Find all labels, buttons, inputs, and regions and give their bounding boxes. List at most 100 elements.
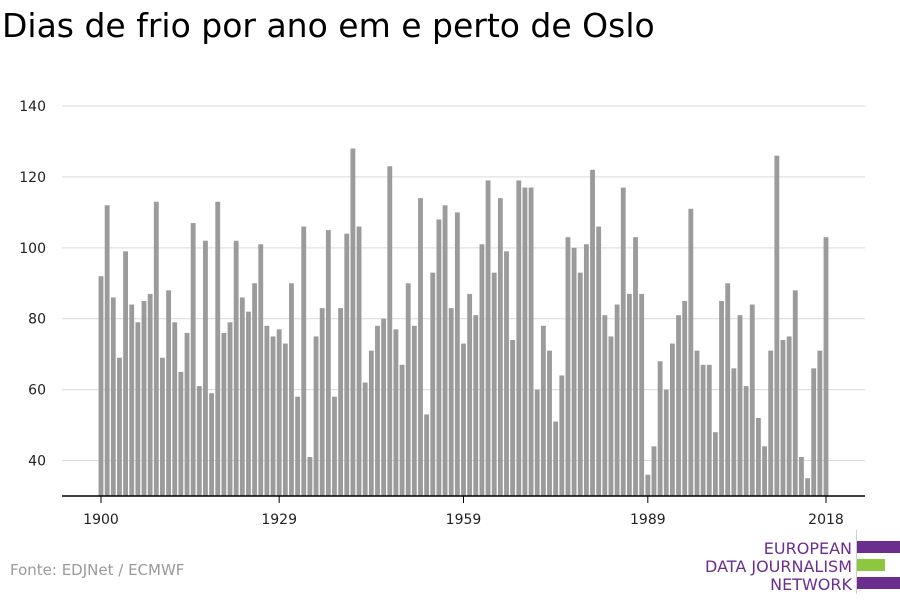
- bar-1957: [448, 308, 454, 496]
- bar-1968: [516, 180, 522, 497]
- bar-1927: [264, 325, 270, 496]
- bar-1962: [479, 244, 485, 496]
- y-tick-label: 140: [19, 99, 46, 115]
- bar-1919: [215, 201, 221, 496]
- y-tick-label: 60: [28, 383, 46, 399]
- bar-2014: [799, 457, 804, 496]
- bar-1993: [669, 343, 675, 496]
- bar-1985: [620, 187, 626, 496]
- bar-1951: [411, 325, 417, 496]
- logo-line-2: DATA JOURNALISM: [705, 557, 852, 576]
- y-tick-label: 80: [28, 312, 46, 328]
- bar-1930: [282, 343, 288, 496]
- bar-1977: [571, 247, 577, 496]
- bar-1931: [289, 283, 294, 496]
- bar-1929: [276, 329, 282, 496]
- logo-bar-purple-top: [857, 541, 900, 553]
- bar-2007: [755, 418, 761, 496]
- bar-1992: [663, 389, 669, 496]
- bar-2013: [792, 290, 798, 496]
- bar-1938: [332, 396, 337, 496]
- bar-1982: [602, 315, 608, 496]
- bar-1933: [301, 226, 307, 496]
- bar-2016: [811, 368, 817, 496]
- bar-1949: [399, 364, 405, 496]
- bar-1991: [657, 361, 663, 496]
- bar-1994: [676, 315, 681, 496]
- bar-2017: [817, 350, 823, 496]
- bar-1972: [540, 325, 546, 496]
- bar-1995: [682, 301, 688, 496]
- bar-1943: [362, 382, 368, 496]
- bar-1989: [645, 474, 651, 496]
- bar-1915: [190, 223, 196, 496]
- bar-1976: [565, 237, 571, 496]
- bar-1973: [547, 350, 552, 496]
- bar-1924: [246, 311, 251, 496]
- bar-1920: [221, 332, 227, 496]
- bar-1975: [559, 375, 565, 496]
- logo-divider: [856, 530, 857, 594]
- bar-1909: [153, 201, 159, 496]
- bar-1904: [123, 251, 128, 496]
- bar-1916: [196, 386, 202, 496]
- bar-1961: [473, 315, 479, 496]
- bar-2018: [823, 237, 829, 496]
- bar-1945: [375, 325, 380, 496]
- y-tick-label: 120: [19, 170, 46, 186]
- bar-1959: [461, 343, 466, 496]
- bar-1939: [338, 308, 344, 496]
- bar-1990: [651, 446, 657, 496]
- logo-line-1: EUROPEAN: [763, 539, 852, 558]
- bar-1907: [141, 301, 147, 496]
- bar-1932: [295, 396, 301, 496]
- bar-2006: [749, 304, 755, 496]
- bar-1911: [166, 290, 172, 496]
- bar-1940: [344, 233, 350, 497]
- bar-1906: [135, 322, 141, 496]
- bar-1901: [104, 205, 110, 497]
- bar-2015: [805, 478, 810, 496]
- bar-1936: [319, 308, 325, 496]
- bar-2002: [725, 283, 731, 496]
- bar-2000: [712, 432, 718, 496]
- x-tick-label: 2018: [808, 512, 844, 528]
- bar-1998: [700, 364, 706, 496]
- bar-1903: [117, 357, 122, 496]
- bar-1941: [350, 148, 356, 496]
- bar-1983: [608, 336, 614, 496]
- bar-1981: [596, 226, 602, 496]
- x-tick-label: 1900: [83, 512, 119, 528]
- bar-1900: [98, 276, 104, 496]
- bar-1910: [160, 357, 165, 496]
- bar-1923: [239, 297, 245, 496]
- edjnet-logo: EUROPEAN DATA JOURNALISM NETWORK: [700, 530, 900, 600]
- bar-2010: [774, 155, 780, 497]
- bar-2011: [780, 340, 786, 496]
- bar-1996: [688, 208, 694, 496]
- bar-1913: [178, 371, 184, 496]
- bar-1918: [209, 393, 215, 496]
- bar-1926: [258, 244, 264, 496]
- bar-2008: [762, 446, 767, 496]
- bar-1963: [485, 180, 491, 497]
- bar-1947: [387, 166, 393, 497]
- bar-1956: [442, 205, 448, 497]
- bar-2004: [737, 315, 743, 496]
- bar-1914: [184, 332, 190, 496]
- bar-1912: [172, 322, 178, 496]
- bar-1969: [522, 187, 528, 496]
- bar-1965: [497, 198, 503, 496]
- bar-2005: [743, 386, 749, 496]
- bar-1954: [430, 272, 436, 496]
- bar-1978: [577, 272, 583, 496]
- bar-1937: [325, 230, 331, 496]
- bar-1921: [227, 322, 233, 496]
- bar-1950: [405, 283, 411, 496]
- y-tick-label: 100: [19, 241, 46, 257]
- bar-1935: [313, 336, 319, 496]
- bar-1988: [639, 293, 645, 496]
- chart-title: Dias de frio por ano em e perto de Oslo: [2, 6, 655, 45]
- logo-bar-green: [857, 559, 885, 571]
- bar-1960: [467, 293, 473, 496]
